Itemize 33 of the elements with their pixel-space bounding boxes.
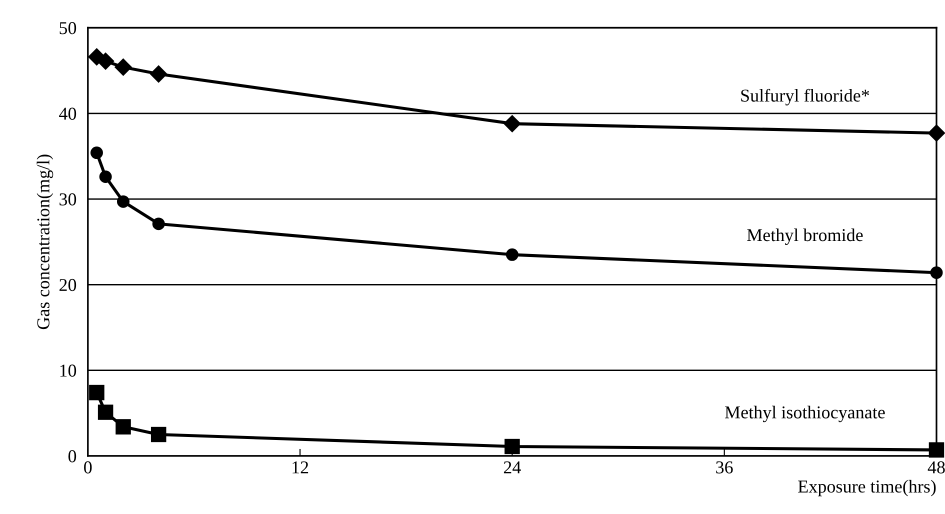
point <box>930 266 943 279</box>
point <box>150 65 168 83</box>
point <box>504 438 520 454</box>
series-label: Methyl bromide <box>747 228 863 245</box>
point <box>98 404 114 420</box>
point <box>152 218 165 230</box>
y-tick-label: 0 <box>68 450 76 462</box>
x-tick-label: 36 <box>716 461 733 474</box>
point <box>504 115 521 132</box>
point <box>928 124 945 142</box>
point <box>506 248 518 261</box>
point <box>928 442 944 458</box>
point <box>114 58 132 76</box>
point <box>90 146 103 160</box>
x-tick-label: 0 <box>84 461 92 474</box>
point <box>116 195 130 208</box>
point <box>150 426 166 442</box>
x-tick-label: 48 <box>928 461 945 474</box>
y-tick-label: 20 <box>60 278 76 292</box>
point <box>97 52 114 70</box>
y-tick-label: 40 <box>59 108 76 120</box>
y-tick-label: 10 <box>60 364 76 377</box>
x-tick-label: 12 <box>292 461 308 474</box>
y-axis-title: Gas concentration(mg/l) <box>36 154 54 330</box>
y-tick-label: 50 <box>60 22 76 34</box>
point <box>116 419 131 434</box>
point <box>99 170 112 184</box>
x-axis-title: Exposure time(hrs) <box>798 480 936 496</box>
series-label: Methyl isothiocyanate <box>725 406 885 422</box>
series-label: Sulfuryl fluoride* <box>741 88 870 106</box>
y-tick-label: 30 <box>60 193 76 206</box>
x-tick-label: 24 <box>504 461 521 474</box>
point <box>89 384 104 400</box>
